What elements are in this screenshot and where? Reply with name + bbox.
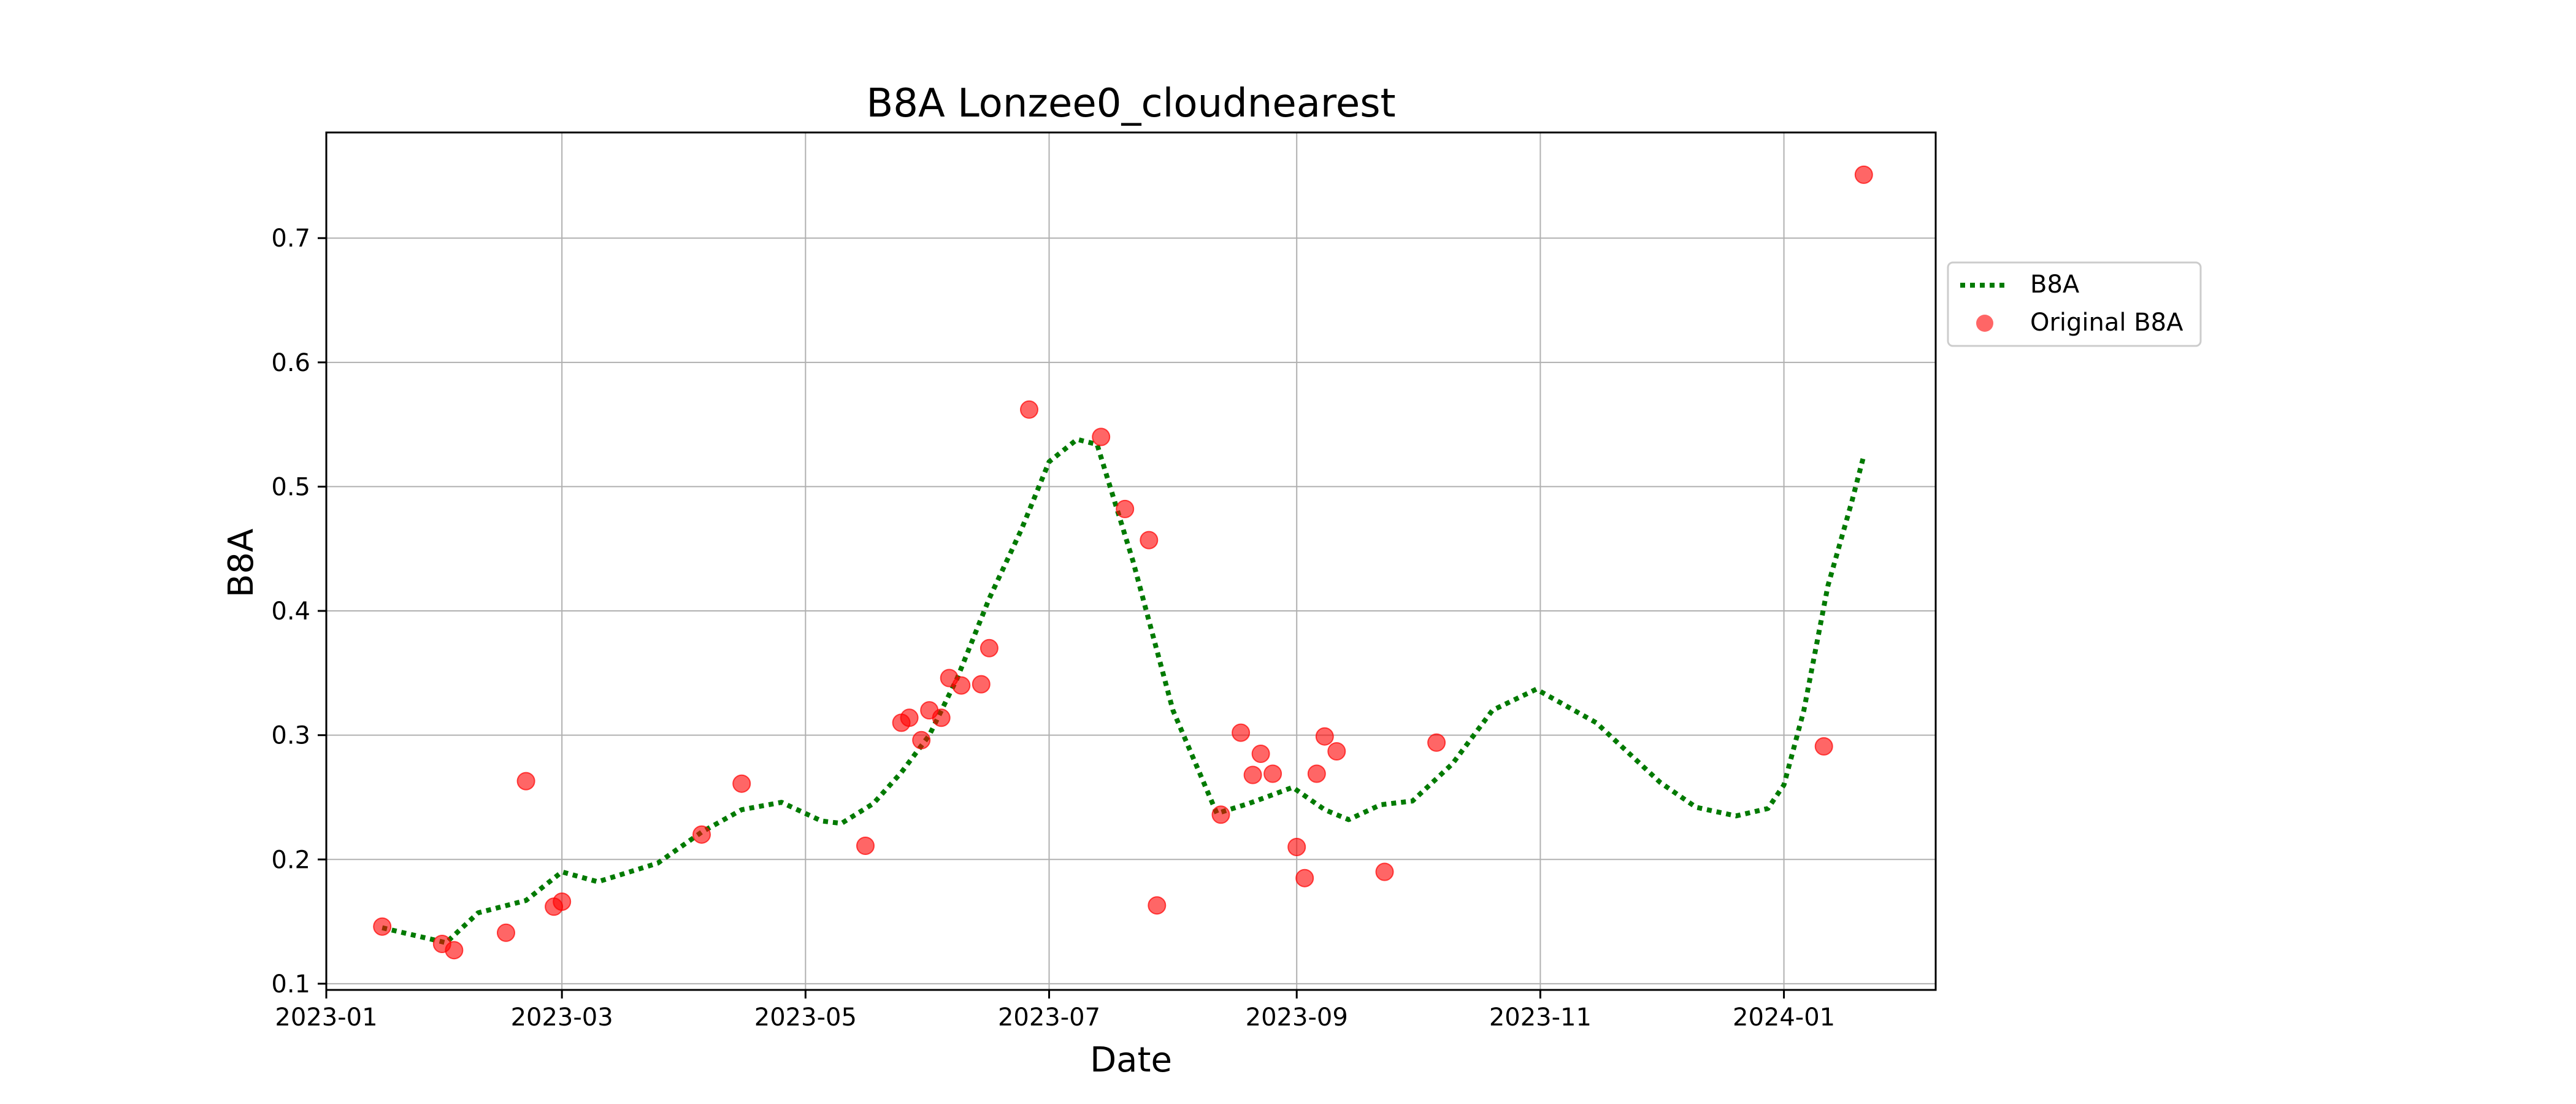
data-point-original-b8a (1243, 765, 1262, 784)
data-point-original-b8a (445, 941, 464, 960)
series-line-b8a (381, 437, 1866, 945)
data-point-original-b8a (912, 730, 931, 749)
data-point-original-b8a (373, 917, 392, 936)
legend-box (1947, 261, 2202, 347)
data-point-original-b8a (1232, 723, 1251, 742)
data-point-original-b8a (1287, 838, 1306, 856)
legend: B8A Original B8A (1947, 261, 2202, 347)
y-tick-label: 0.3 (271, 722, 310, 750)
data-point-original-b8a (1327, 742, 1346, 761)
data-point-original-b8a (952, 676, 971, 695)
data-point-original-b8a (1427, 733, 1446, 752)
legend-marker-swatch (1976, 315, 1993, 332)
y-tick-label: 0.1 (271, 970, 310, 999)
data-point-original-b8a (1814, 737, 1833, 756)
y-axis-label: B8A (221, 529, 261, 597)
data-point-original-b8a (692, 825, 711, 844)
legend-label-line: B8A (2030, 270, 2080, 299)
data-point-original-b8a (1020, 400, 1038, 419)
data-point-original-b8a (497, 923, 515, 942)
y-tick-label: 0.6 (271, 349, 310, 377)
data-point-original-b8a (1307, 764, 1326, 783)
x-tick-label: 2023-09 (1246, 1003, 1348, 1032)
data-point-original-b8a (1092, 427, 1111, 447)
data-point-original-b8a (1140, 531, 1159, 550)
data-point-original-b8a (732, 774, 751, 793)
data-point-original-b8a (900, 708, 919, 727)
data-point-original-b8a (516, 772, 535, 791)
legend-label-points: Original B8A (2030, 309, 2183, 337)
grid (326, 132, 1936, 990)
data-point-original-b8a (1251, 745, 1270, 763)
y-tick-label: 0.4 (271, 597, 310, 626)
x-axis-label: Date (1090, 1040, 1172, 1080)
x-tick-label: 2024-01 (1733, 1003, 1835, 1032)
x-tick-label: 2023-05 (754, 1003, 857, 1032)
data-point-original-b8a (1116, 499, 1135, 518)
y-tick-label: 0.7 (271, 224, 310, 253)
data-point-original-b8a (1295, 868, 1314, 887)
y-tick-label: 0.2 (271, 846, 310, 874)
data-point-original-b8a (1211, 805, 1230, 824)
data-point-original-b8a (1375, 862, 1394, 881)
chart-title: B8A Lonzee0_cloudnearest (866, 81, 1395, 126)
x-tick-label: 2023-11 (1489, 1003, 1592, 1032)
data-point-original-b8a (1315, 727, 1334, 746)
data-point-original-b8a (972, 675, 991, 694)
y-tick-label: 0.5 (271, 473, 310, 501)
data-point-original-b8a (932, 708, 951, 727)
series-layer (373, 165, 1873, 960)
x-tick-label: 2023-03 (511, 1003, 613, 1032)
x-tick-label: 2023-01 (275, 1003, 377, 1032)
data-point-original-b8a (1148, 896, 1167, 915)
x-tick-label: 2023-07 (998, 1003, 1100, 1032)
data-point-original-b8a (1263, 764, 1282, 783)
ticks: 2023-01 2023-03 2023-05 2023-07 2023-09 2023-… (271, 224, 1835, 1032)
data-point-original-b8a (979, 638, 999, 657)
data-point-original-b8a (1854, 165, 1873, 184)
data-point-original-b8a (856, 837, 875, 855)
plot-frame (325, 131, 1937, 991)
data-point-original-b8a (553, 892, 572, 911)
